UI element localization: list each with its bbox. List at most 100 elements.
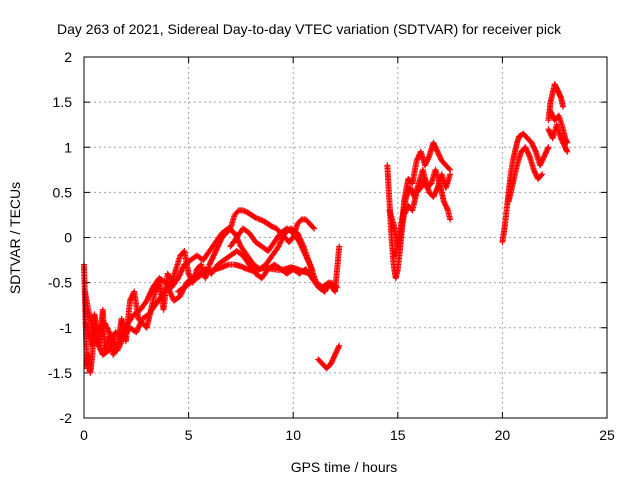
data-point: [114, 347, 121, 354]
data-point: [167, 290, 174, 297]
data-point: [133, 329, 140, 336]
data-point: [309, 266, 316, 273]
data-point: [135, 323, 142, 330]
data-point: [236, 239, 243, 246]
data-point: [236, 240, 243, 247]
data-point: [278, 236, 285, 243]
data-point: [118, 339, 125, 346]
data-point: [564, 148, 571, 155]
data-point: [105, 327, 112, 334]
data-point: [231, 229, 238, 236]
data-point: [102, 321, 109, 328]
data-point: [545, 144, 552, 151]
data-point: [167, 289, 174, 296]
data-point: [168, 292, 175, 299]
data-point: [300, 247, 307, 254]
data-point: [103, 324, 110, 331]
data-point: [305, 259, 312, 266]
data-point: [180, 264, 187, 271]
data-point: [177, 269, 184, 276]
data-points: [81, 81, 571, 376]
data-point: [111, 340, 118, 347]
data-point: [134, 326, 141, 333]
y-tick-label: 0.5: [53, 184, 73, 200]
data-point: [164, 284, 171, 291]
data-point: [115, 345, 122, 352]
data-point: [137, 319, 144, 326]
data-point: [310, 224, 317, 231]
data-point: [146, 292, 153, 299]
data-point: [96, 345, 103, 352]
y-tick-label: -1.5: [48, 365, 72, 381]
data-point: [137, 321, 144, 328]
data-point: [255, 215, 262, 222]
data-point: [446, 165, 453, 172]
data-point: [107, 332, 114, 339]
x-tick-label: 20: [495, 427, 511, 443]
data-point: [296, 239, 303, 246]
data-point: [133, 327, 140, 334]
data-point: [138, 318, 145, 325]
data-point: [175, 275, 182, 282]
x-tick-label: 5: [185, 427, 193, 443]
data-point: [105, 328, 112, 335]
data-point: [165, 286, 172, 293]
data-point: [308, 264, 315, 271]
data-point: [103, 322, 110, 329]
data-point: [307, 263, 314, 270]
data-point: [447, 216, 454, 223]
data-point: [169, 293, 176, 300]
x-tick-label: 0: [80, 427, 88, 443]
data-point: [278, 238, 285, 245]
data-point: [306, 270, 313, 277]
plot-frame: [83, 56, 608, 419]
grid-lines: [84, 57, 607, 418]
data-point: [277, 239, 284, 246]
data-point: [177, 293, 184, 300]
data-point: [95, 342, 102, 349]
data-point: [165, 285, 172, 292]
data-point: [298, 244, 305, 251]
data-point: [270, 224, 277, 231]
data-point: [116, 341, 123, 348]
data-point: [110, 339, 117, 346]
data-point: [303, 253, 310, 260]
data-point: [276, 242, 283, 249]
data-point: [176, 272, 183, 279]
data-point: [111, 341, 118, 348]
data-point: [307, 262, 314, 269]
data-point: [119, 336, 126, 343]
data-point: [106, 329, 113, 336]
data-point: [178, 266, 185, 273]
data-point: [301, 249, 308, 256]
data-point: [175, 273, 182, 280]
data-point: [279, 235, 286, 242]
data-point: [135, 325, 142, 332]
data-point: [305, 257, 312, 264]
data-point: [269, 223, 276, 230]
data-point: [297, 241, 304, 248]
data-point: [108, 335, 115, 342]
data-point: [276, 240, 283, 247]
data-point: [101, 320, 108, 327]
data-point: [117, 340, 124, 347]
data-point: [256, 216, 263, 223]
y-tick-label: -2: [60, 410, 73, 426]
data-point: [302, 252, 309, 259]
data-point: [147, 289, 154, 296]
data-point: [302, 251, 309, 258]
y-tick-label: -0.5: [48, 275, 72, 291]
x-axis-label: GPS time / hours: [291, 459, 398, 475]
data-point: [311, 225, 318, 232]
data-point: [304, 255, 311, 262]
x-tick-label: 15: [390, 427, 406, 443]
data-point: [300, 248, 307, 255]
y-tick-label: 1: [64, 139, 72, 155]
data-point: [299, 245, 306, 252]
data-point: [297, 240, 304, 247]
data-point: [298, 243, 305, 250]
data-point: [539, 171, 546, 178]
data-point: [332, 283, 339, 290]
data-point: [178, 268, 185, 275]
